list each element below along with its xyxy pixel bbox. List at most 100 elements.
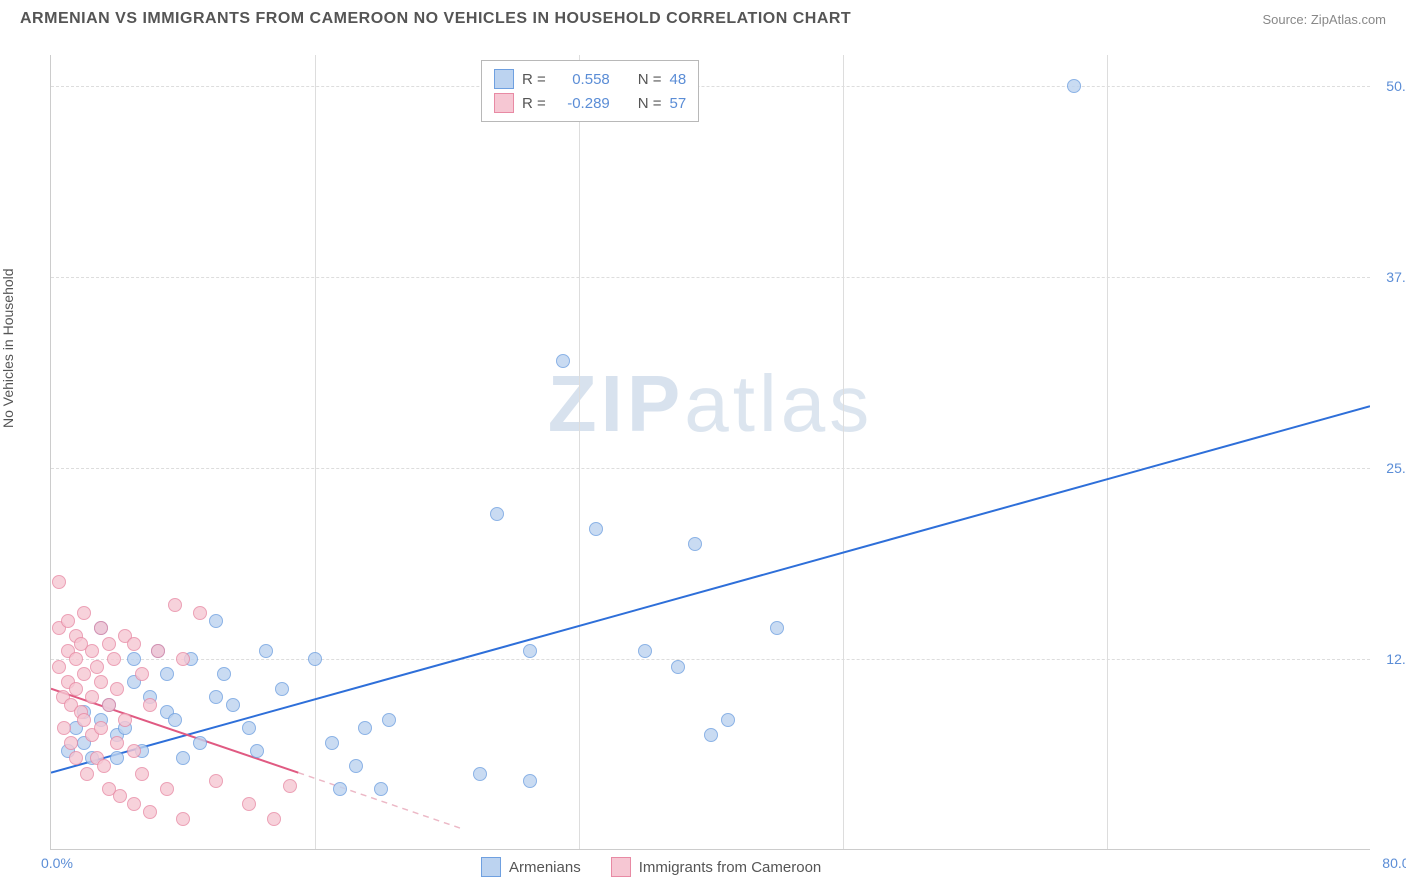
data-point: [209, 774, 223, 788]
data-point: [382, 713, 396, 727]
legend-swatch: [494, 69, 514, 89]
data-point: [160, 782, 174, 796]
data-point: [135, 767, 149, 781]
legend-series-label: Immigrants from Cameroon: [639, 859, 822, 876]
data-point: [107, 652, 121, 666]
legend-stat-row: R = 0.558 N = 48: [494, 67, 686, 91]
h-gridline: [51, 468, 1370, 469]
data-point: [168, 598, 182, 612]
data-point: [193, 606, 207, 620]
data-point: [523, 774, 537, 788]
data-point: [176, 751, 190, 765]
data-point: [176, 812, 190, 826]
data-point: [242, 721, 256, 735]
data-point: [143, 805, 157, 819]
data-point: [1067, 79, 1081, 93]
data-point: [127, 637, 141, 651]
data-point: [94, 721, 108, 735]
data-point: [80, 767, 94, 781]
data-point: [69, 652, 83, 666]
data-point: [94, 621, 108, 635]
data-point: [135, 667, 149, 681]
y-tick-label: 37.5%: [1386, 269, 1406, 285]
data-point: [69, 751, 83, 765]
data-point: [97, 759, 111, 773]
y-tick-label: 50.0%: [1386, 78, 1406, 94]
data-point: [275, 682, 289, 696]
data-point: [349, 759, 363, 773]
n-value: 57: [670, 95, 687, 112]
data-point: [110, 751, 124, 765]
r-label: R =: [522, 71, 546, 88]
data-point: [283, 779, 297, 793]
data-point: [127, 744, 141, 758]
data-point: [250, 744, 264, 758]
data-point: [358, 721, 372, 735]
legend-series-item: Armenians: [481, 855, 581, 879]
data-point: [193, 736, 207, 750]
data-point: [77, 713, 91, 727]
n-value: 48: [670, 71, 687, 88]
data-point: [770, 621, 784, 635]
v-gridline: [843, 55, 844, 849]
data-point: [490, 507, 504, 521]
data-point: [85, 690, 99, 704]
x-tick-max: 80.0%: [1382, 855, 1406, 871]
data-point: [589, 522, 603, 536]
chart-plot-area: ZIPatlas 12.5%25.0%37.5%50.0% R = 0.558 …: [50, 55, 1370, 850]
v-gridline: [579, 55, 580, 849]
r-value: -0.289: [554, 95, 610, 112]
h-gridline: [51, 277, 1370, 278]
y-axis-label: No Vehicles in Household: [0, 268, 16, 428]
v-gridline: [315, 55, 316, 849]
data-point: [94, 675, 108, 689]
header: ARMENIAN VS IMMIGRANTS FROM CAMEROON NO …: [0, 0, 1406, 33]
data-point: [110, 736, 124, 750]
data-point: [57, 721, 71, 735]
legend-swatch: [481, 857, 501, 877]
data-point: [52, 660, 66, 674]
trend-line: [51, 406, 1370, 772]
legend-series: Armenians Immigrants from Cameroon: [481, 855, 821, 879]
data-point: [638, 644, 652, 658]
h-gridline: [51, 659, 1370, 660]
data-point: [688, 537, 702, 551]
data-point: [242, 797, 256, 811]
r-label: R =: [522, 95, 546, 112]
data-point: [127, 797, 141, 811]
data-point: [118, 713, 132, 727]
data-point: [77, 606, 91, 620]
data-point: [69, 682, 83, 696]
data-point: [267, 812, 281, 826]
y-tick-label: 25.0%: [1386, 460, 1406, 476]
data-point: [721, 713, 735, 727]
data-point: [671, 660, 685, 674]
data-point: [209, 690, 223, 704]
data-point: [77, 667, 91, 681]
data-point: [52, 575, 66, 589]
n-label: N =: [638, 71, 662, 88]
data-point: [64, 736, 78, 750]
data-point: [325, 736, 339, 750]
data-point: [151, 644, 165, 658]
legend-stat-row: R = -0.289 N = 57: [494, 91, 686, 115]
data-point: [102, 637, 116, 651]
data-point: [113, 789, 127, 803]
data-point: [209, 614, 223, 628]
x-tick-min: 0.0%: [41, 855, 73, 871]
legend-series-label: Armenians: [509, 859, 581, 876]
data-point: [61, 614, 75, 628]
data-point: [704, 728, 718, 742]
legend-stats: R = 0.558 N = 48 R = -0.289 N = 57: [481, 60, 699, 122]
n-label: N =: [638, 95, 662, 112]
data-point: [176, 652, 190, 666]
data-point: [226, 698, 240, 712]
data-point: [90, 660, 104, 674]
data-point: [333, 782, 347, 796]
r-value: 0.558: [554, 71, 610, 88]
data-point: [556, 354, 570, 368]
legend-series-item: Immigrants from Cameroon: [611, 855, 822, 879]
data-point: [259, 644, 273, 658]
data-point: [102, 698, 116, 712]
chart-title: ARMENIAN VS IMMIGRANTS FROM CAMEROON NO …: [20, 10, 851, 28]
